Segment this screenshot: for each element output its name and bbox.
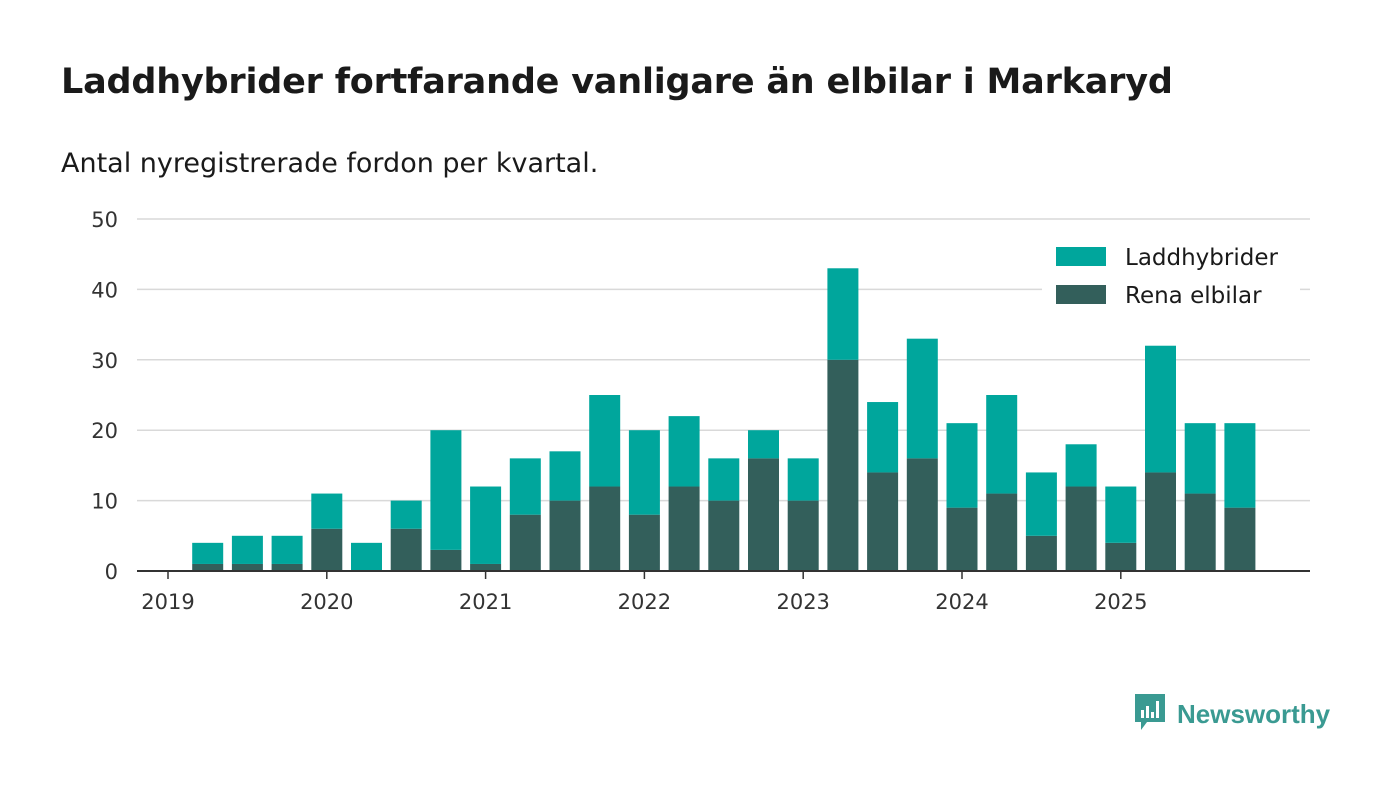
bar-laddhybrider — [311, 493, 343, 529]
bar-laddhybrider — [867, 402, 899, 473]
bar-rena-elbilar — [628, 514, 660, 571]
bar-rena-elbilar — [1184, 493, 1216, 571]
bar-laddhybrider — [1184, 423, 1216, 494]
bar-laddhybrider — [986, 395, 1018, 494]
bar-rena-elbilar — [1025, 535, 1057, 571]
bar-rena-elbilar — [311, 528, 343, 571]
legend: Laddhybrider Rena elbilar — [1042, 232, 1300, 314]
bar-laddhybrider — [787, 458, 819, 501]
bar-rena-elbilar — [986, 493, 1018, 571]
newsworthy-logo-icon — [1133, 692, 1167, 736]
bar-rena-elbilar — [430, 549, 462, 571]
bar-laddhybrider — [271, 535, 303, 564]
bar-laddhybrider — [1145, 345, 1176, 473]
bar-laddhybrider — [192, 542, 224, 564]
bar-laddhybrider — [1025, 472, 1057, 536]
bar-rena-elbilar — [668, 486, 700, 571]
bar-laddhybrider — [946, 423, 978, 508]
x-axis: 2019 2020 2021 2022 2023 2024 2025 — [137, 570, 1310, 614]
y-tick-label: 10 — [91, 490, 118, 514]
bar-rena-elbilar — [946, 507, 978, 571]
y-tick-label: 50 — [91, 208, 118, 232]
bar-laddhybrider — [390, 500, 422, 529]
bars — [192, 268, 1256, 571]
bar-rena-elbilar — [390, 528, 422, 571]
bar-laddhybrider — [906, 338, 938, 459]
chart-subtitle: Antal nyregistrerade fordon per kvartal. — [61, 148, 599, 179]
x-tick-label: 2023 — [776, 590, 829, 614]
bar-laddhybrider — [430, 430, 462, 550]
bar-rena-elbilar — [271, 563, 303, 571]
bar-rena-elbilar — [1145, 472, 1176, 571]
bar-rena-elbilar — [470, 563, 502, 571]
bar-laddhybrider — [827, 268, 859, 360]
bar-rena-elbilar — [906, 458, 938, 571]
x-tick-label: 2020 — [300, 590, 353, 614]
x-tick-label: 2021 — [459, 590, 512, 614]
y-tick-label: 30 — [91, 349, 118, 373]
y-tick-label: 20 — [91, 419, 118, 443]
bar-rena-elbilar — [549, 500, 581, 571]
brand: Newsworthy — [1133, 692, 1330, 736]
x-tick-label: 2025 — [1094, 590, 1147, 614]
bar-laddhybrider — [1224, 423, 1256, 508]
bar-laddhybrider — [708, 458, 740, 501]
bar-rena-elbilar — [827, 359, 859, 571]
legend-swatch-rena-elbilar — [1056, 285, 1106, 304]
y-axis-ticks: 0 10 20 30 40 50 — [91, 208, 118, 584]
chart-title: Laddhybrider fortfarande vanligare än el… — [61, 62, 1173, 102]
bar-rena-elbilar — [867, 472, 899, 571]
legend-label-rena-elbilar: Rena elbilar — [1125, 283, 1262, 309]
bar-laddhybrider — [589, 395, 621, 487]
bar-rena-elbilar — [787, 500, 819, 571]
x-tick-label: 2022 — [618, 590, 671, 614]
bar-laddhybrider — [509, 458, 541, 515]
y-tick-label: 40 — [91, 278, 118, 302]
bar-laddhybrider — [628, 430, 660, 515]
bar-laddhybrider — [748, 430, 779, 459]
bar-rena-elbilar — [231, 563, 263, 571]
bar-laddhybrider — [351, 542, 382, 571]
bar-laddhybrider — [470, 486, 502, 564]
legend-swatch-laddhybrider — [1056, 247, 1106, 266]
bar-rena-elbilar — [1105, 542, 1137, 571]
x-tick-label: 2024 — [935, 590, 988, 614]
bar-laddhybrider — [549, 451, 581, 501]
bar-laddhybrider — [668, 416, 700, 487]
brand-name: Newsworthy — [1177, 698, 1331, 729]
bar-rena-elbilar — [1224, 507, 1256, 571]
legend-label-laddhybrider: Laddhybrider — [1125, 245, 1278, 271]
bar-rena-elbilar — [509, 514, 541, 571]
bar-rena-elbilar — [748, 458, 779, 571]
y-tick-label: 0 — [105, 560, 118, 584]
bar-rena-elbilar — [589, 486, 621, 571]
bar-laddhybrider — [231, 535, 263, 564]
bar-laddhybrider — [1105, 486, 1137, 543]
bar-rena-elbilar — [1065, 486, 1097, 571]
bar-rena-elbilar — [708, 500, 740, 571]
bar-laddhybrider — [1065, 444, 1097, 487]
bar-rena-elbilar — [192, 563, 224, 571]
x-tick-label: 2019 — [141, 590, 194, 614]
